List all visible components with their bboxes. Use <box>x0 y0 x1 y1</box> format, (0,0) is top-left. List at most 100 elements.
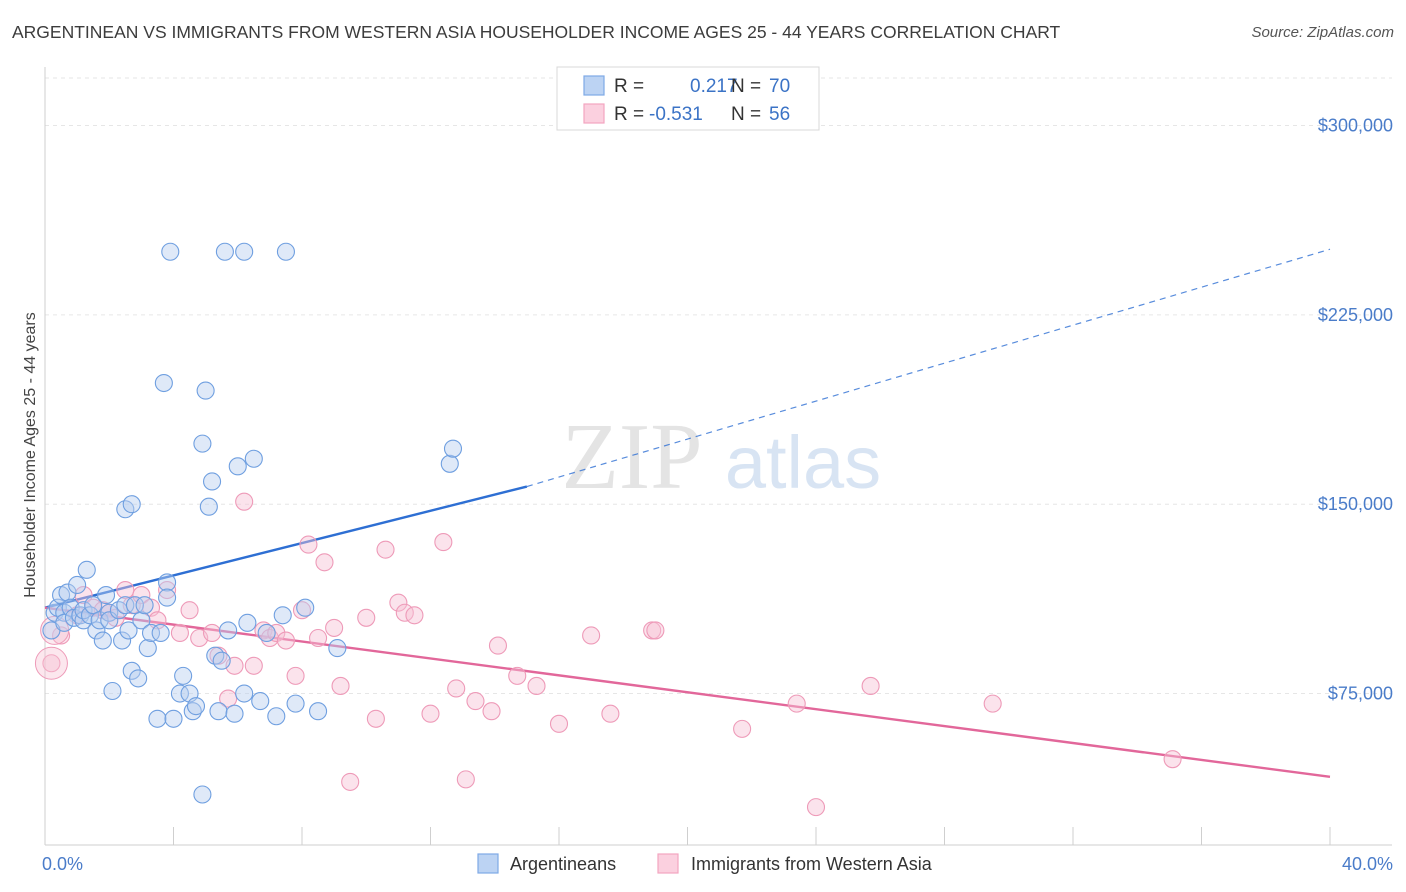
data-point-immigrants <box>1163 750 1182 769</box>
x-tick-labels: 0.0% 40.0% <box>42 854 1393 874</box>
legend-blue-n-value: 70 <box>769 76 790 97</box>
legend-pink-r-value: -0.531 <box>649 104 703 125</box>
points-immigrants-western-asia <box>34 492 1182 817</box>
legend-blue-swatch <box>583 75 605 96</box>
legend-pink-swatch <box>583 103 605 124</box>
data-point-immigrants <box>235 492 254 511</box>
y-tick-label: $225,000 <box>1318 305 1393 325</box>
data-point-argentineans <box>96 586 116 605</box>
data-point-argentineans <box>203 472 222 491</box>
x-tick-label: 0.0% <box>42 854 83 874</box>
data-point-argentineans <box>193 785 212 804</box>
x-tick-label: 40.0% <box>1342 854 1393 874</box>
data-point-argentineans <box>161 242 180 261</box>
data-point-argentineans <box>135 596 154 615</box>
data-point-immigrants <box>421 704 440 723</box>
data-point-immigrants <box>482 702 501 721</box>
data-point-argentineans <box>103 681 122 701</box>
data-point-immigrants <box>132 586 151 605</box>
data-point-immigrants <box>158 580 177 600</box>
bottom-legend-blue-swatch <box>477 853 499 874</box>
y-tick-labels: $75,000 $150,000 $225,000 $300,000 <box>1318 116 1393 704</box>
data-point-immigrants <box>357 608 376 627</box>
data-point-immigrants <box>170 623 189 642</box>
data-point-argentineans <box>296 598 315 617</box>
data-point-argentineans <box>309 702 328 721</box>
data-point-argentineans <box>183 702 202 721</box>
axes <box>44 67 1392 846</box>
data-point-argentineans <box>125 596 144 615</box>
data-point-immigrants <box>389 593 408 612</box>
data-point-argentineans <box>154 373 173 393</box>
data-point-argentineans <box>443 439 463 458</box>
data-point-argentineans <box>196 381 215 400</box>
data-point-argentineans <box>77 560 96 579</box>
bottom-legend-pink-swatch <box>657 853 679 874</box>
data-point-immigrants <box>299 535 318 554</box>
data-point-immigrants <box>341 772 360 791</box>
data-point-argentineans <box>122 495 141 514</box>
legend-pink-n-label: N = <box>731 104 761 125</box>
y-axis-label: Householder Income Ages 25 - 44 years <box>22 312 39 598</box>
data-point-immigrants <box>466 692 485 711</box>
data-point-argentineans <box>158 588 177 607</box>
data-point-immigrants <box>309 628 328 648</box>
data-point-argentineans <box>328 639 347 658</box>
data-point-argentineans <box>151 623 170 642</box>
data-point-argentineans <box>276 242 295 261</box>
data-point-immigrants <box>646 621 665 640</box>
data-point-immigrants <box>276 631 295 650</box>
data-point-argentineans <box>193 434 212 453</box>
chart-title: ARGENTINEAN VS IMMIGRANTS FROM WESTERN A… <box>12 22 1061 42</box>
data-point-argentineans <box>113 631 132 650</box>
data-point-argentineans <box>122 661 141 680</box>
data-point-argentineans <box>93 631 112 650</box>
data-point-immigrants <box>376 540 395 559</box>
data-point-argentineans <box>116 596 135 615</box>
data-point-argentineans <box>68 575 87 595</box>
data-point-immigrants <box>116 580 135 600</box>
data-point-argentineans <box>55 613 74 632</box>
data-point-argentineans <box>273 606 292 625</box>
data-point-argentineans <box>71 606 90 625</box>
data-point-argentineans <box>267 707 286 726</box>
data-point-argentineans <box>235 684 254 703</box>
data-point-argentineans <box>238 613 257 632</box>
watermark-atlas: atlas <box>725 421 881 504</box>
data-point-immigrants <box>582 626 601 645</box>
points-argentineans <box>42 242 463 804</box>
data-point-immigrants <box>488 636 508 655</box>
trend-line-argentineans <box>44 485 528 609</box>
series-legend: Argentineans Immigrants from Western Asi… <box>477 853 933 874</box>
data-point-argentineans <box>228 457 247 476</box>
data-point-immigrants <box>315 553 334 572</box>
data-point-immigrants <box>331 676 350 696</box>
data-point-argentineans <box>148 709 167 728</box>
data-point-immigrants <box>456 770 475 789</box>
watermark-zip: ZIP <box>562 405 703 509</box>
data-point-immigrants <box>733 719 752 738</box>
data-point-immigrants <box>434 533 453 552</box>
data-point-argentineans <box>257 623 276 642</box>
data-point-argentineans <box>158 573 177 592</box>
data-point-argentineans <box>164 709 183 728</box>
legend-pink-n-value: 56 <box>769 104 790 125</box>
data-point-immigrants <box>42 654 61 673</box>
data-point-immigrants <box>286 666 305 685</box>
source-label: Source: ZipAtlas.com <box>1251 24 1394 41</box>
data-point-argentineans <box>225 704 244 723</box>
data-point-argentineans <box>119 621 138 640</box>
y-tick-label: $300,000 <box>1318 116 1393 136</box>
data-point-immigrants <box>405 606 424 625</box>
grid-lines <box>45 77 1392 695</box>
data-point-argentineans <box>212 651 231 670</box>
data-point-argentineans <box>244 449 263 468</box>
legend-blue-r-value: 0.217 <box>690 76 738 97</box>
data-point-immigrants <box>601 704 620 723</box>
data-point-immigrants <box>180 601 199 620</box>
data-point-immigrants <box>267 623 286 642</box>
data-point-argentineans <box>80 606 100 625</box>
data-point-immigrants <box>34 646 68 680</box>
y-tick-label: $150,000 <box>1318 494 1393 514</box>
